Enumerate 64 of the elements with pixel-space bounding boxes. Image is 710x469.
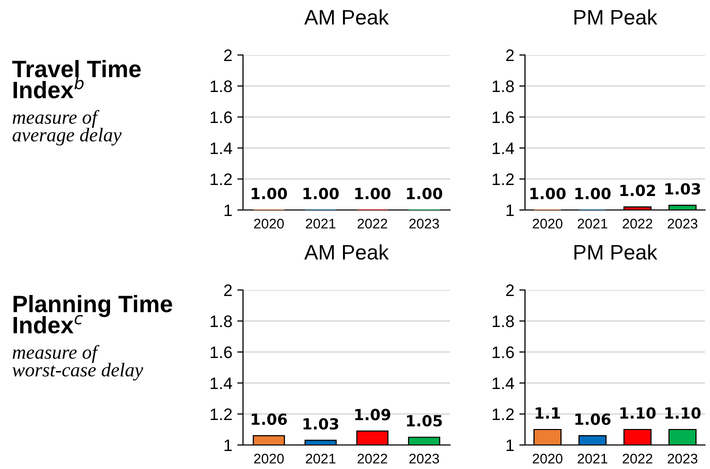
data-label: 1.06	[252, 413, 287, 425]
y-tick-label: 1.8	[210, 315, 232, 328]
y-tick-label: 1.8	[492, 315, 514, 328]
x-tick-label: 2022	[358, 218, 388, 229]
y-tick-label: 1.8	[492, 80, 514, 92]
x-tick-label: 2021	[578, 454, 608, 464]
data-label: 1.00	[304, 188, 339, 200]
y-tick-label: 1.6	[210, 111, 232, 124]
data-label: 1.02	[620, 184, 656, 196]
x-tick-label: 2022	[622, 454, 652, 464]
data-label: 1.00	[407, 188, 442, 200]
y-tick-label: 1.2	[492, 408, 514, 420]
data-label: 1.03	[665, 183, 700, 195]
y-tick-label: 1	[224, 204, 232, 216]
y-tick-label: 1	[224, 440, 232, 452]
y-tick-label: 2	[224, 49, 232, 62]
y-tick-label: 1.6	[492, 346, 514, 358]
data-label: 1.1	[536, 407, 560, 419]
data-label: 1.06	[575, 413, 611, 425]
x-tick-label: 2022	[358, 454, 388, 464]
text: Planning Time Index$^{c}$	[14, 295, 172, 334]
data-label: 1.00	[575, 188, 611, 200]
y-tick-label: 1	[506, 440, 514, 452]
y-tick-label: 1.6	[210, 346, 232, 358]
x-tick-label: 2020	[532, 454, 562, 464]
y-tick-label: 1.4	[492, 378, 514, 390]
x-tick-label: 2021	[578, 218, 608, 229]
chart-title: PM Peak	[574, 9, 658, 25]
y-tick-label: 1.4	[210, 142, 232, 154]
x-tick-label: 2022	[622, 218, 652, 229]
y-tick-label: 1.4	[210, 378, 232, 390]
y-tick-label: 1.2	[210, 408, 232, 420]
data-label: 1.00	[530, 188, 566, 200]
chart-title: AM Peak	[304, 244, 389, 260]
x-tick-label: 2023	[668, 454, 698, 464]
y-tick-label: 1.6	[492, 111, 514, 124]
x-tick-label: 2020	[254, 218, 284, 229]
data-label: 1.10	[665, 407, 701, 419]
data-label: 1.05	[407, 414, 442, 427]
data-label: 1.09	[355, 408, 390, 420]
y-tick-label: 1.2	[492, 173, 514, 186]
data-label: 1.00	[355, 188, 390, 200]
y-tick-label: 1.4	[492, 142, 514, 154]
x-tick-label: 2020	[532, 218, 562, 229]
data-label: 1.00	[252, 188, 287, 200]
x-tick-label: 2020	[254, 454, 284, 464]
text: Travel Time Index$^{b}$	[12, 60, 141, 98]
text: measure of average delay	[12, 110, 122, 146]
x-tick-label: 2023	[668, 218, 698, 229]
y-tick-label: 2	[224, 284, 232, 296]
chart-title: PM Peak	[574, 244, 658, 260]
y-tick-label: 1.8	[210, 80, 232, 92]
y-tick-label: 2	[506, 49, 514, 62]
chart-title: AM Peak	[304, 9, 389, 25]
data-label: 1.10	[620, 407, 656, 419]
x-tick-label: 2021	[306, 454, 336, 464]
text: measure of worst-case delay	[12, 345, 144, 381]
x-tick-label: 2023	[409, 218, 439, 229]
x-tick-label: 2023	[409, 454, 439, 464]
y-tick-label: 2	[506, 284, 514, 296]
x-tick-label: 2021	[306, 218, 336, 229]
data-label: 1.03	[304, 418, 338, 430]
y-tick-label: 1	[506, 204, 514, 216]
y-tick-label: 1.2	[210, 173, 232, 186]
